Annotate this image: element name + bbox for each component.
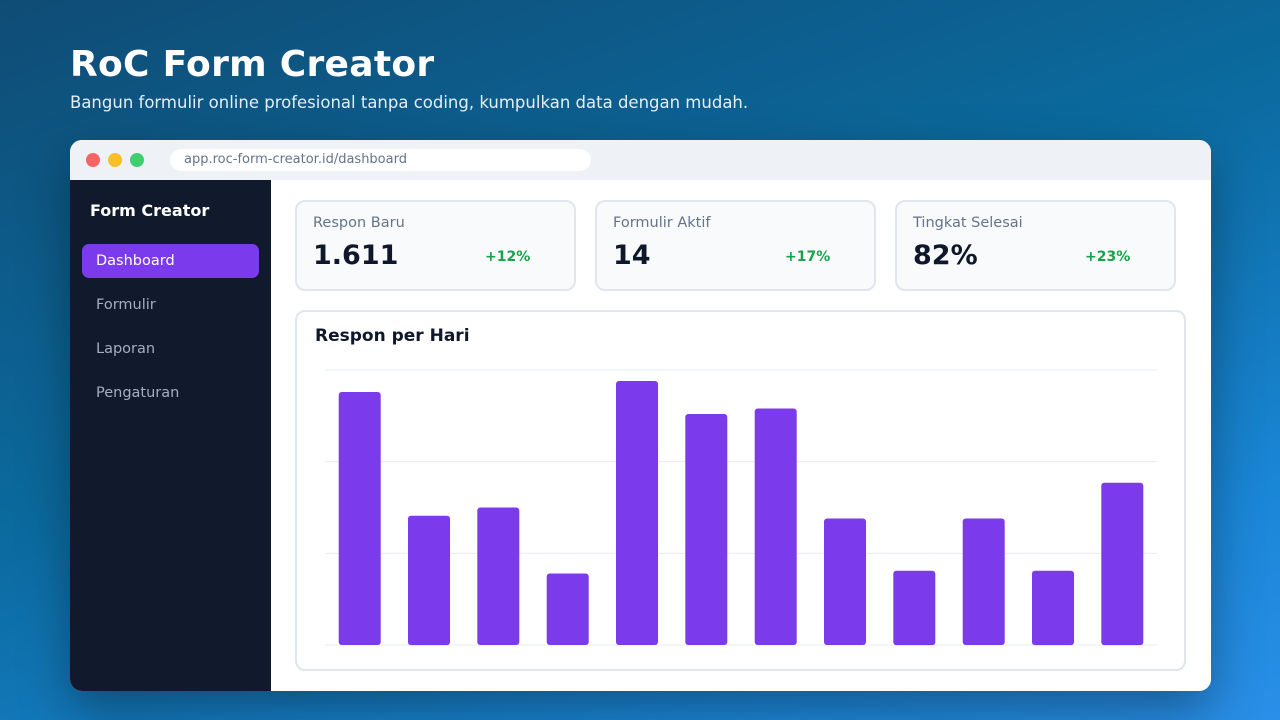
bar-2 <box>408 515 450 646</box>
sidebar-brand: Form Creator <box>90 201 210 220</box>
address-bar[interactable]: app.roc-form-creator.id/dashboard <box>170 149 591 171</box>
bar-4 <box>546 573 589 645</box>
bar-11 <box>1032 570 1074 646</box>
maximize-window-icon[interactable] <box>130 153 144 167</box>
sidebar-item-formulir[interactable]: Formulir <box>96 297 156 313</box>
stat-delta: +12% <box>485 249 531 265</box>
stat-delta: +17% <box>785 249 831 265</box>
bar-6 <box>685 414 728 645</box>
bar-9 <box>893 570 936 646</box>
bar-chart <box>325 369 1157 646</box>
sidebar: Form Creator Dashboard Formulir Laporan … <box>70 180 271 691</box>
browser-titlebar: app.roc-form-creator.id/dashboard <box>70 140 1211 180</box>
bar-1 <box>338 392 381 645</box>
bar-3 <box>477 507 520 645</box>
stat-card-respon-baru: Respon Baru 1.611 +12% <box>295 200 576 291</box>
sidebar-item-dashboard[interactable]: Dashboard <box>82 244 259 278</box>
stat-label: Tingkat Selesai <box>913 215 1023 231</box>
stat-label: Formulir Aktif <box>613 215 711 231</box>
chart-card: Respon per Hari <box>295 310 1186 671</box>
app-window: app.roc-form-creator.id/dashboard Form C… <box>70 140 1211 691</box>
close-window-icon[interactable] <box>86 153 100 167</box>
chart-title: Respon per Hari <box>315 326 470 346</box>
stat-value: 14 <box>613 240 651 271</box>
stat-card-tingkat-selesai: Tingkat Selesai 82% +23% <box>895 200 1176 291</box>
stat-label: Respon Baru <box>313 215 405 231</box>
sidebar-item-pengaturan[interactable]: Pengaturan <box>96 385 180 401</box>
bar-10 <box>962 518 1005 645</box>
bar-8 <box>824 518 866 645</box>
sidebar-item-laporan[interactable]: Laporan <box>96 341 156 357</box>
stat-delta: +23% <box>1085 249 1131 265</box>
main-content: Respon Baru 1.611 +12% Formulir Aktif 14… <box>271 180 1211 691</box>
bar-7 <box>754 408 797 645</box>
page-title: RoC Form Creator <box>70 44 435 85</box>
stat-value: 82% <box>913 240 978 271</box>
minimize-window-icon[interactable] <box>108 153 122 167</box>
stat-value: 1.611 <box>313 240 399 271</box>
stat-card-formulir-aktif: Formulir Aktif 14 +17% <box>595 200 876 291</box>
bar-5 <box>616 381 658 645</box>
page-subtitle: Bangun formulir online profesional tanpa… <box>70 93 749 112</box>
bar-12 <box>1101 482 1144 646</box>
